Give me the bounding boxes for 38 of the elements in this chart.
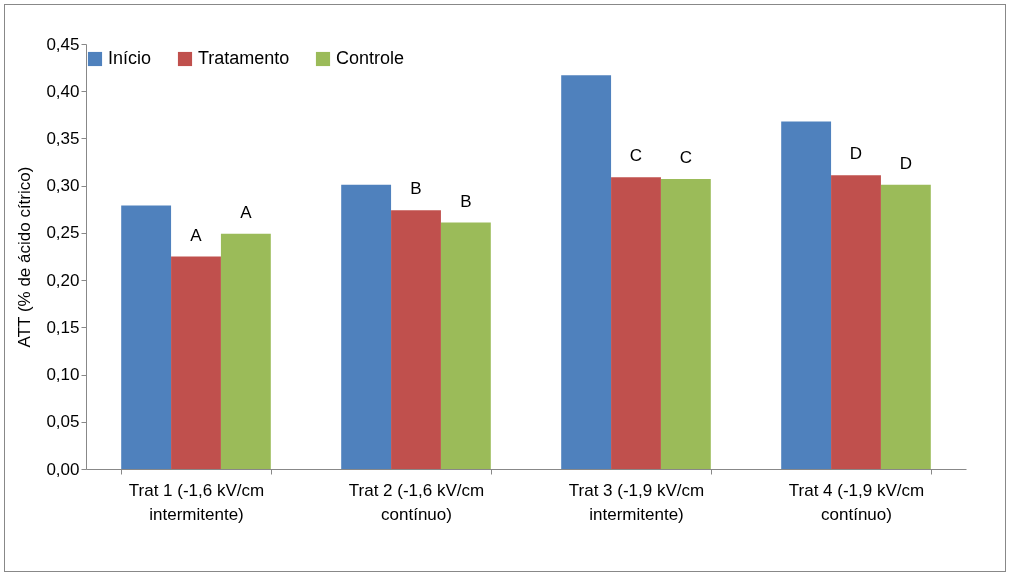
bar	[220, 233, 271, 469]
bar	[561, 75, 612, 469]
bar	[121, 205, 172, 469]
bar	[831, 175, 881, 469]
legend-label: Tratamento	[198, 48, 290, 68]
y-tick-label: 0,10	[46, 365, 80, 385]
y-tick-label: 0,45	[46, 34, 80, 54]
x-tick-label: Trat 2 (-1,6 kV/cm contínuo)	[348, 480, 485, 524]
y-tick-label: 0,30	[46, 176, 80, 196]
data-label: A	[240, 202, 253, 222]
y-tick-label: 0,00	[46, 459, 80, 479]
y-tick-label: 0,05	[46, 412, 80, 432]
y-tick-label: 0,25	[46, 223, 80, 243]
bar	[880, 184, 931, 469]
data-label: C	[679, 148, 693, 168]
data-label: D	[899, 153, 913, 173]
y-tick-label: 0,35	[46, 128, 80, 148]
y-tick-label: 0,20	[46, 270, 80, 290]
data-label: D	[849, 144, 863, 164]
x-tick-label: Trat 4 (-1,9 kV/cm contínuo)	[788, 480, 925, 524]
bar	[660, 179, 711, 469]
x-tick-label: Trat 3 (-1,9 kV/cm intermitente)	[568, 480, 705, 524]
legend-label: Início	[108, 48, 152, 68]
bar	[781, 121, 832, 469]
bar	[341, 184, 392, 469]
y-axis-title: ATT (% de ácido cítrico)	[15, 166, 35, 348]
data-label: B	[410, 179, 422, 199]
bar	[391, 210, 441, 469]
bar	[171, 256, 221, 469]
bar	[440, 222, 491, 469]
y-tick-label: 0,15	[46, 317, 80, 337]
data-label: A	[190, 225, 203, 245]
x-tick-label: Trat 1 (-1,6 kV/cm intermitente)	[128, 480, 265, 524]
legend-label: Controle	[336, 48, 405, 68]
y-tick-label: 0,40	[46, 81, 80, 101]
bar	[611, 177, 661, 469]
data-label: B	[460, 191, 472, 211]
data-label: C	[629, 146, 643, 166]
